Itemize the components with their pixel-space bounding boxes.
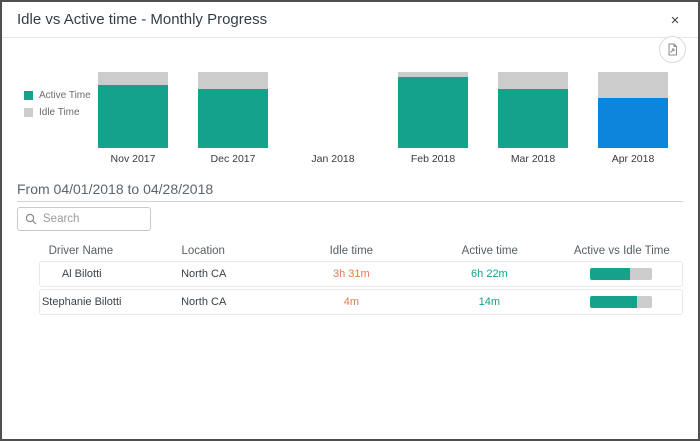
active-vs-idle-cell <box>560 296 682 308</box>
driver-name: Stephanie Bilotti <box>41 296 122 308</box>
col-active-time: Active time <box>461 245 518 257</box>
col-active-vs-idle: Active vs Idle Time <box>573 245 670 257</box>
active-segment[interactable] <box>598 97 668 148</box>
active-time-swatch <box>24 91 33 100</box>
bar-mar-2018[interactable] <box>498 72 568 148</box>
active-segment[interactable] <box>98 84 168 148</box>
search-input[interactable] <box>43 213 143 225</box>
location: North CA <box>181 296 227 308</box>
idle-segment[interactable] <box>498 72 568 89</box>
export-chart-button[interactable] <box>659 36 686 63</box>
idle-time-swatch <box>24 108 33 117</box>
legend-label-active: Active Time <box>39 90 91 101</box>
active-segment[interactable] <box>198 88 268 148</box>
driver-name: Al Bilotti <box>61 268 102 280</box>
legend-label-idle: Idle Time <box>39 107 80 118</box>
active-time-value: 6h 22m <box>471 268 508 280</box>
search-icon <box>25 213 37 225</box>
idle-time-value: 4m <box>343 296 359 308</box>
legend-item-idle[interactable]: Idle Time <box>24 107 91 118</box>
legend-item-active[interactable]: Active Time <box>24 90 91 101</box>
date-range-label: From 04/01/2018 to 04/28/2018 <box>17 181 214 197</box>
table-row[interactable]: Stephanie Bilotti North CA 4m 14m <box>39 289 683 315</box>
active-vs-idle-bar <box>589 268 652 280</box>
col-location: Location <box>181 245 225 257</box>
active-segment[interactable] <box>498 88 568 148</box>
active-segment[interactable] <box>398 77 468 148</box>
bar-chart: Active Time Idle Time Nov 2017 Dec 2017 Ja… <box>2 2 698 177</box>
month-label: Nov 2017 <box>110 153 156 165</box>
chart-legend: Active Time Idle Time <box>24 90 91 124</box>
active-vs-idle-bar <box>589 296 652 308</box>
idle-segment[interactable] <box>398 72 468 78</box>
bar-nov-2017[interactable] <box>98 72 168 148</box>
month-label: Dec 2017 <box>210 153 256 165</box>
export-icon <box>668 43 677 56</box>
idle-segment[interactable] <box>598 72 668 98</box>
idle-time-value: 3h 31m <box>333 268 370 280</box>
location: North CA <box>181 268 227 280</box>
search-box[interactable] <box>17 207 151 231</box>
active-fill <box>589 296 638 308</box>
dialog-title: Idle vs Active time - Monthly Progress <box>17 11 268 28</box>
idle-segment[interactable] <box>198 72 268 89</box>
title-bar: Idle vs Active time - Monthly Progress × <box>2 2 698 38</box>
close-icon[interactable]: × <box>665 10 685 30</box>
bar-dec-2017[interactable] <box>198 72 268 148</box>
bar-apr-2018[interactable] <box>598 72 668 148</box>
active-fill <box>589 268 630 280</box>
month-label: Apr 2018 <box>611 153 655 165</box>
month-label: Jan 2018 <box>311 153 355 165</box>
section-divider <box>17 201 683 202</box>
idle-segment[interactable] <box>98 72 168 85</box>
table-header: Driver Name Location Idle time Active ti… <box>39 242 683 260</box>
month-label: Mar 2018 <box>510 153 556 165</box>
month-label: Feb 2018 <box>410 153 456 165</box>
active-vs-idle-cell <box>560 268 682 280</box>
active-time-value: 14m <box>478 296 501 308</box>
col-driver-name: Driver Name <box>48 245 114 257</box>
bar-feb-2018[interactable] <box>398 72 468 148</box>
table-row[interactable]: Al Bilotti North CA 3h 31m 6h 22m <box>39 261 683 287</box>
col-idle-time: Idle time <box>329 245 374 257</box>
